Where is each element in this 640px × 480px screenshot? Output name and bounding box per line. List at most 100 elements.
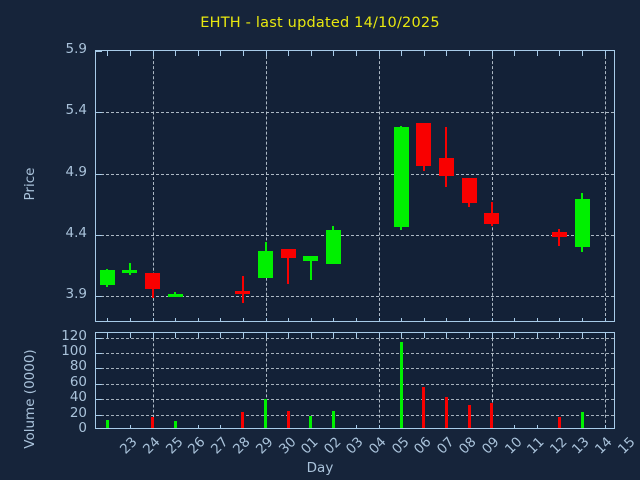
candle-wick bbox=[241, 276, 244, 304]
day-axis-label: 28 bbox=[230, 434, 254, 458]
volume-bar bbox=[422, 387, 426, 428]
day-axis-tick bbox=[129, 333, 131, 338]
day-axis-tick bbox=[604, 333, 606, 338]
volume-axis-tick bbox=[96, 368, 102, 370]
day-gridline bbox=[265, 333, 267, 428]
day-axis-tick bbox=[288, 333, 290, 338]
price-plot-area bbox=[96, 51, 614, 321]
candle-body bbox=[235, 291, 251, 295]
volume-axis-label: 40 bbox=[69, 389, 87, 406]
day-axis-tick bbox=[175, 51, 177, 56]
day-axis-tick bbox=[469, 318, 471, 321]
candle-wick bbox=[558, 228, 561, 246]
volume-axis-label: 100 bbox=[61, 343, 87, 360]
day-axis-tick bbox=[604, 318, 606, 321]
price-axis-tick bbox=[96, 234, 102, 236]
price-axis-tick bbox=[96, 112, 102, 114]
day-axis-tick bbox=[423, 318, 425, 321]
day-axis-tick bbox=[491, 333, 493, 338]
day-axis-tick bbox=[107, 318, 109, 321]
day-axis-tick bbox=[491, 318, 493, 321]
volume-axis-tick bbox=[96, 353, 102, 355]
day-axis-tick bbox=[514, 333, 516, 338]
volume-bar bbox=[309, 416, 313, 428]
day-gridline bbox=[604, 51, 606, 321]
candle-body bbox=[551, 232, 567, 238]
candle-body bbox=[145, 272, 161, 289]
day-gridline bbox=[604, 333, 606, 428]
day-axis-tick bbox=[265, 333, 267, 338]
price-gridline bbox=[96, 234, 614, 236]
candle-body bbox=[325, 229, 341, 265]
day-axis-tick bbox=[378, 51, 380, 56]
volume-axis-tick bbox=[96, 337, 102, 339]
day-axis-tick bbox=[536, 333, 538, 338]
day-axis-tick bbox=[582, 318, 584, 321]
volume-axis-label: 120 bbox=[61, 327, 87, 344]
candle-body bbox=[303, 255, 319, 261]
day-axis-tick bbox=[604, 51, 606, 56]
day-axis-tick bbox=[197, 333, 199, 338]
day-axis-tick bbox=[242, 333, 244, 338]
day-axis-tick bbox=[356, 425, 357, 428]
day-axis-tick bbox=[220, 333, 222, 338]
volume-bar bbox=[173, 421, 177, 428]
day-axis-tick bbox=[242, 318, 244, 321]
day-axis-tick bbox=[288, 51, 290, 56]
day-axis-tick bbox=[446, 333, 448, 338]
volume-axis-tick bbox=[96, 399, 102, 401]
volume-panel bbox=[95, 332, 615, 429]
day-axis-tick bbox=[129, 318, 131, 321]
day-axis-tick bbox=[220, 425, 222, 428]
candle-wick bbox=[445, 126, 448, 187]
day-gridline bbox=[265, 51, 267, 321]
day-axis-tick bbox=[175, 318, 177, 321]
day-axis-tick bbox=[378, 425, 380, 428]
volume-axis-label: 60 bbox=[69, 373, 87, 390]
day-axis-label: 12 bbox=[546, 434, 571, 458]
day-axis-tick bbox=[152, 333, 154, 338]
candle-wick bbox=[287, 249, 290, 284]
price-axis-tick bbox=[96, 296, 102, 298]
day-axis-label: 03 bbox=[343, 434, 367, 458]
day-axis-tick bbox=[401, 318, 403, 321]
volume-bar bbox=[557, 417, 561, 428]
price-axis-tick bbox=[96, 173, 102, 175]
day-gridline bbox=[378, 51, 380, 321]
volume-bar bbox=[264, 398, 268, 428]
candle-body bbox=[258, 250, 274, 278]
day-axis-label: 09 bbox=[479, 434, 503, 458]
day-gridline bbox=[152, 333, 154, 428]
day-axis-label: 07 bbox=[433, 434, 458, 458]
candle-body bbox=[167, 293, 183, 297]
day-axis-tick bbox=[265, 318, 267, 321]
day-axis-label: 05 bbox=[388, 434, 413, 458]
day-axis-label: 01 bbox=[298, 434, 322, 458]
candle-body bbox=[280, 249, 296, 259]
day-axis-tick bbox=[333, 333, 335, 338]
day-gridline bbox=[491, 51, 493, 321]
day-axis-tick bbox=[378, 318, 380, 321]
candle-body bbox=[461, 178, 477, 203]
day-axis-label: 08 bbox=[456, 434, 480, 458]
day-axis-tick bbox=[129, 51, 131, 56]
day-axis-tick bbox=[469, 51, 471, 56]
volume-axis-tick bbox=[96, 414, 102, 416]
candle-wick bbox=[128, 262, 131, 276]
day-axis-label: 30 bbox=[275, 434, 300, 458]
day-axis-tick bbox=[152, 318, 154, 321]
day-axis-tick bbox=[469, 333, 471, 338]
day-axis-tick bbox=[197, 51, 199, 56]
candle-body bbox=[484, 212, 500, 224]
day-axis-tick bbox=[356, 333, 357, 338]
candle-body bbox=[438, 157, 454, 176]
day-axis-tick bbox=[423, 333, 425, 338]
day-axis-tick bbox=[175, 333, 177, 338]
volume-axis-label: 0 bbox=[78, 420, 87, 436]
day-axis-tick bbox=[423, 51, 425, 56]
day-axis-tick bbox=[514, 425, 516, 428]
volume-bar bbox=[399, 341, 403, 428]
day-axis-tick bbox=[582, 51, 584, 56]
day-axis-label: 02 bbox=[320, 434, 345, 458]
